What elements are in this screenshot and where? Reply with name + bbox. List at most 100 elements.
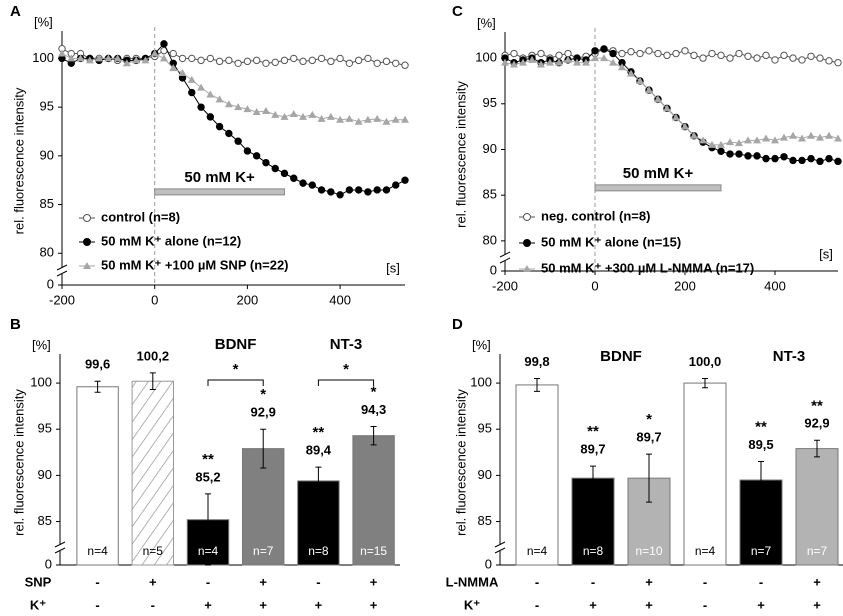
marker xyxy=(672,113,680,121)
marker xyxy=(771,56,779,64)
marker xyxy=(510,60,518,68)
marker xyxy=(160,40,168,48)
marker xyxy=(401,176,409,184)
value-label: 100,0 xyxy=(689,354,722,369)
significance: ** xyxy=(313,424,325,441)
n-label: n=4 xyxy=(695,544,716,558)
marker xyxy=(261,107,270,115)
n-label: n=10 xyxy=(635,544,662,558)
bracket-label: * xyxy=(233,361,239,378)
marker xyxy=(197,56,205,65)
axis-break xyxy=(499,257,511,264)
marker xyxy=(816,157,824,166)
axis-break xyxy=(494,547,506,554)
error-bar xyxy=(94,380,101,393)
value-label: 94,3 xyxy=(361,402,386,417)
marker xyxy=(645,47,653,55)
marker xyxy=(290,54,298,63)
stimulus-bar xyxy=(594,184,722,192)
condition-name: L-NMMA xyxy=(446,574,499,589)
y-tick-label: 100 xyxy=(470,375,492,390)
marker xyxy=(327,57,335,66)
marker xyxy=(308,110,317,118)
marker xyxy=(717,51,725,60)
bar xyxy=(571,477,615,566)
legend-marker xyxy=(523,239,531,247)
y-tick-label: 100 xyxy=(475,50,497,65)
bracket xyxy=(207,379,264,386)
series-line xyxy=(504,48,839,162)
marker xyxy=(699,54,707,62)
marker xyxy=(364,54,372,63)
marker xyxy=(289,109,298,117)
legend-label: control (n=8) xyxy=(101,209,180,224)
marker xyxy=(708,49,716,58)
n-label: n=4 xyxy=(87,544,108,558)
marker xyxy=(391,115,400,123)
marker xyxy=(834,134,842,142)
value-label: 92,9 xyxy=(251,405,276,420)
error-bar xyxy=(702,377,708,389)
marker xyxy=(780,153,788,161)
group-label: BDNF xyxy=(215,336,257,353)
marker xyxy=(807,154,815,163)
y-axis-title: rel. fluorescence intensity xyxy=(11,87,26,234)
marker xyxy=(762,154,770,163)
y-tick-label: 95 xyxy=(38,421,52,436)
marker xyxy=(345,59,354,68)
stimulus-label: 50 mM K+ xyxy=(184,169,255,186)
marker xyxy=(169,64,178,72)
marker xyxy=(636,49,644,58)
significance: ** xyxy=(587,423,599,440)
condition-sign: + xyxy=(589,597,597,612)
marker xyxy=(672,49,680,58)
marker xyxy=(104,54,113,62)
y-unit: [%] xyxy=(472,337,491,352)
marker xyxy=(690,131,698,139)
y-tick-label: 95 xyxy=(478,421,492,436)
marker xyxy=(780,51,788,60)
series-line xyxy=(504,48,839,64)
marker xyxy=(317,54,326,63)
y-tick-label: 0 xyxy=(47,276,54,291)
significance: ** xyxy=(755,419,767,436)
marker xyxy=(373,114,382,122)
marker xyxy=(280,56,289,65)
marker xyxy=(501,58,509,66)
marker xyxy=(299,57,307,66)
marker xyxy=(262,158,270,167)
condition-name: SNP xyxy=(25,574,52,589)
axis-break xyxy=(56,270,68,277)
bar xyxy=(352,435,395,566)
legend-label: neg. control (n=8) xyxy=(541,208,650,223)
marker xyxy=(401,115,409,123)
condition-sign: - xyxy=(703,597,707,612)
value-label: 89,7 xyxy=(580,442,605,457)
significance: ** xyxy=(811,397,823,414)
marker xyxy=(262,59,270,68)
marker xyxy=(188,88,196,97)
legend-marker xyxy=(83,214,91,222)
marker xyxy=(317,186,326,194)
value-label: 99,6 xyxy=(85,357,110,372)
x-tick-label: 200 xyxy=(237,292,259,307)
marker xyxy=(735,139,743,147)
panel-letter: C xyxy=(452,3,463,20)
condition-sign: - xyxy=(535,574,539,589)
axis-break xyxy=(56,264,68,271)
marker xyxy=(308,181,316,189)
marker xyxy=(382,117,391,125)
marker xyxy=(252,56,261,65)
legend-marker xyxy=(523,265,531,272)
significance: * xyxy=(646,411,652,428)
x-tick-label: 200 xyxy=(674,278,696,293)
bar xyxy=(795,448,839,566)
marker xyxy=(555,51,563,60)
y-tick-label: 85 xyxy=(478,513,492,528)
condition-sign: + xyxy=(259,574,267,589)
n-label: n=7 xyxy=(807,544,828,558)
marker xyxy=(528,55,536,63)
n-label: n=8 xyxy=(308,544,329,558)
marker xyxy=(798,134,806,142)
